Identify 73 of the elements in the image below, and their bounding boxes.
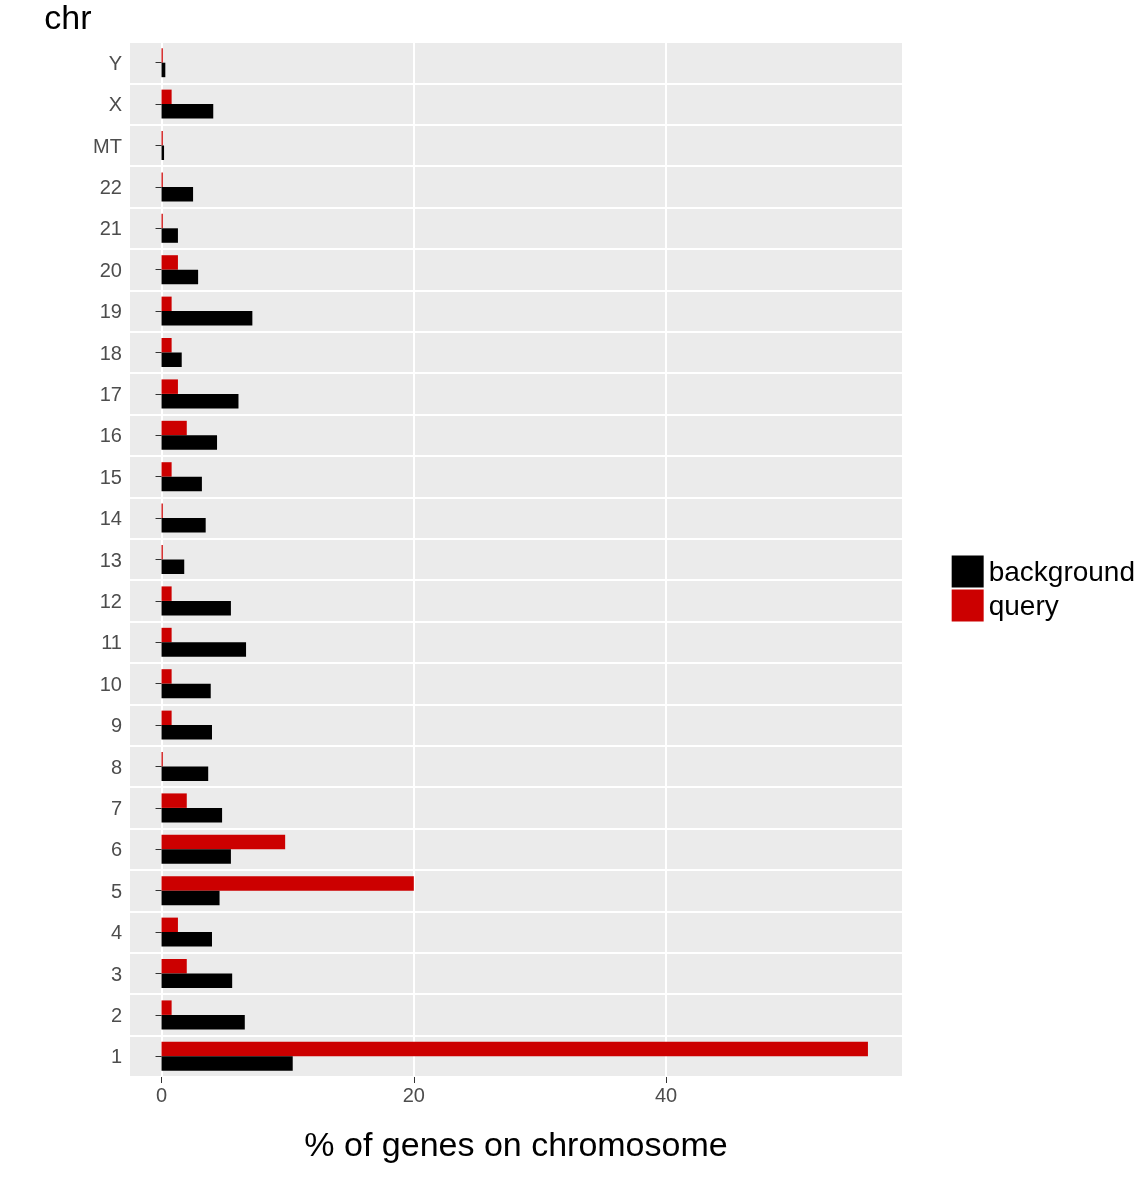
y-tick-label: 14 (99, 507, 122, 530)
bar (161, 228, 178, 243)
y-tick-label: 3 (110, 962, 122, 985)
y-tick-label: 1 (110, 1045, 122, 1068)
x-tick-label: 0 (155, 1084, 168, 1106)
y-tick-label: 7 (110, 796, 122, 819)
bar (161, 476, 202, 492)
y-axis-title: chr (44, 0, 92, 36)
y-tick-label: 16 (99, 424, 122, 447)
y-tick-label: MT (93, 134, 122, 157)
bar (161, 725, 212, 740)
bar (161, 352, 182, 367)
bar (161, 669, 172, 684)
bar (161, 1041, 868, 1057)
y-tick-label: 8 (110, 755, 122, 778)
bar (161, 89, 172, 105)
bar (161, 683, 211, 699)
bar (161, 627, 172, 643)
y-tick-label: 13 (99, 548, 122, 571)
bar (161, 600, 231, 616)
bar (161, 462, 172, 477)
y-tick-label: 9 (110, 714, 122, 737)
bar (161, 1000, 172, 1015)
bar (161, 559, 185, 574)
bar (161, 849, 231, 864)
bar (161, 890, 220, 906)
x-tick-label: 20 (402, 1084, 425, 1106)
bar (161, 917, 178, 933)
bar (161, 766, 209, 781)
bar (161, 338, 172, 353)
bar (161, 932, 212, 947)
bar (161, 642, 247, 657)
legend-label: query (988, 590, 1059, 621)
bar (161, 104, 214, 119)
bar (161, 710, 172, 726)
bar (161, 973, 233, 988)
legend-label: background (988, 556, 1136, 587)
y-tick-label: 17 (99, 382, 122, 405)
bar (161, 186, 194, 202)
bar (161, 518, 206, 533)
y-tick-label: 5 (110, 879, 122, 902)
y-tick-label: 12 (99, 589, 122, 612)
bar (161, 255, 178, 270)
x-tick-label: 40 (654, 1084, 678, 1106)
y-tick-label: X (108, 93, 122, 116)
bar (161, 793, 187, 808)
bar (161, 959, 187, 974)
bar (161, 1056, 293, 1071)
y-tick-label: 11 (101, 631, 122, 654)
bar (161, 393, 239, 409)
bar (161, 311, 253, 326)
bar (161, 379, 178, 394)
bar (161, 586, 172, 601)
y-tick-label: 20 (99, 258, 122, 281)
y-tick-label: Y (108, 51, 122, 74)
y-tick-label: 22 (99, 175, 122, 198)
bar (161, 435, 218, 450)
bar (161, 834, 286, 850)
bar (161, 420, 187, 436)
y-tick-label: 15 (99, 465, 122, 488)
bar (161, 1014, 245, 1030)
y-tick-label: 19 (99, 300, 122, 323)
y-tick-label: 10 (99, 672, 122, 695)
y-tick-label: 18 (99, 341, 122, 364)
bar (161, 876, 414, 891)
x-axis-title: % of genes on chromosome (304, 1125, 728, 1163)
bar (161, 296, 172, 312)
y-tick-label: 4 (110, 921, 122, 944)
y-tick-label: 21 (99, 217, 122, 240)
y-tick-label: 2 (110, 1003, 122, 1026)
bar (161, 807, 223, 823)
y-tick-label: 6 (110, 838, 122, 861)
bar (161, 269, 199, 285)
